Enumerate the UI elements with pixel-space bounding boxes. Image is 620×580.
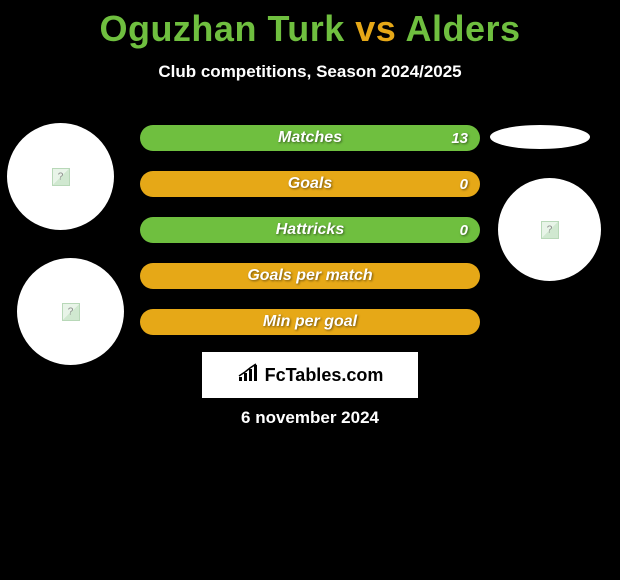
date-label: 6 november 2024	[0, 408, 620, 428]
stat-bar: Goals per match	[140, 263, 480, 289]
logo-label: FcTables.com	[265, 365, 384, 386]
stat-bar: Goals 0	[140, 171, 480, 197]
stat-bar-label: Matches	[278, 129, 342, 147]
page-title: Oguzhan Turk vs Alders	[0, 0, 620, 50]
stat-bar-value: 0	[460, 176, 468, 193]
title-player1: Oguzhan Turk	[99, 8, 355, 49]
broken-image-icon	[541, 221, 559, 239]
stat-bar-value: 13	[451, 130, 468, 147]
stat-bar: Hattricks 0	[140, 217, 480, 243]
stat-bar-label: Min per goal	[263, 313, 357, 331]
player-avatar-3	[498, 178, 601, 281]
stats-bars: Matches 13 Goals 0 Hattricks 0 Goals per match…	[140, 125, 480, 355]
title-vs: vs	[355, 8, 396, 49]
stat-bar-label: Goals per match	[247, 267, 372, 285]
broken-image-icon	[62, 303, 80, 321]
stat-bar: Min per goal	[140, 309, 480, 335]
stat-bar: Matches 13	[140, 125, 480, 151]
subtitle: Club competitions, Season 2024/2025	[0, 62, 620, 82]
chart-icon	[237, 363, 261, 388]
title-player2: Alders	[396, 8, 520, 49]
stat-bar-value: 0	[460, 222, 468, 239]
player-avatar-2	[17, 258, 124, 365]
logo-box: FcTables.com	[202, 352, 418, 398]
player-avatar-1	[7, 123, 114, 230]
decorative-ellipse	[490, 125, 590, 149]
stat-bar-label: Goals	[288, 175, 332, 193]
broken-image-icon	[52, 168, 70, 186]
stat-bar-label: Hattricks	[276, 221, 344, 239]
logo-text: FcTables.com	[237, 363, 384, 388]
